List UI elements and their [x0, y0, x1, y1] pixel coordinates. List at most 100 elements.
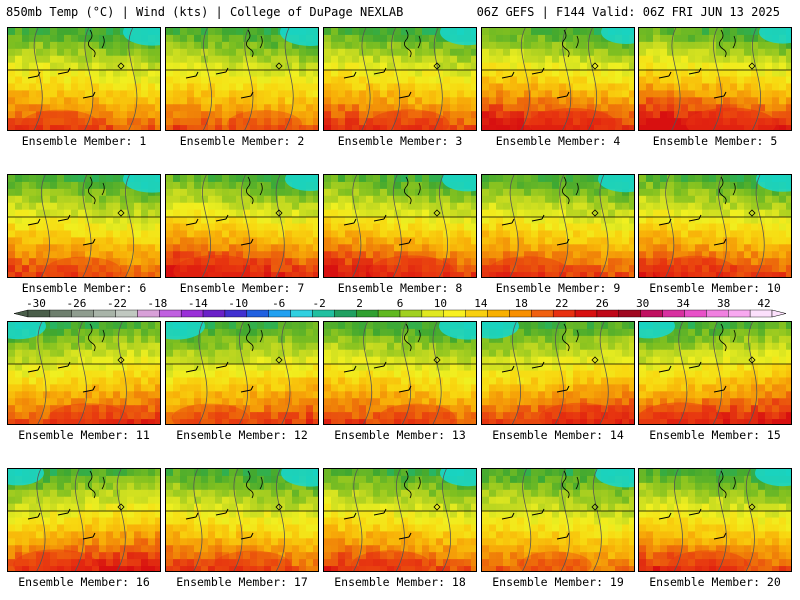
temperature-cell	[324, 83, 332, 91]
temperature-cell	[299, 398, 307, 406]
temperature-cell	[737, 97, 745, 105]
temperature-cell	[730, 251, 738, 259]
temperature-cell	[229, 55, 237, 64]
temperature-cell	[85, 272, 93, 277]
temperature-cell	[566, 223, 574, 232]
temperature-cell	[387, 216, 395, 225]
temperature-cell	[8, 272, 16, 277]
temperature-cell	[730, 356, 738, 365]
temperature-cell	[422, 104, 430, 112]
temperature-cell	[148, 118, 156, 126]
temperature-cell	[134, 111, 142, 119]
temperature-cell	[50, 97, 58, 105]
temperature-cell	[471, 202, 476, 211]
temperature-cell	[187, 76, 195, 85]
temperature-cell	[503, 363, 511, 372]
temperature-cell	[496, 90, 504, 98]
temperature-cell	[639, 175, 647, 183]
temperature-cell	[127, 322, 135, 330]
temperature-cell	[482, 188, 490, 197]
temperature-cell	[71, 175, 79, 183]
temperature-cell	[141, 322, 149, 330]
temperature-cell	[285, 83, 293, 91]
temperature-cell	[695, 322, 703, 330]
temperature-cell	[471, 244, 476, 252]
temperature-cell	[127, 97, 135, 105]
temperature-cell	[324, 412, 332, 420]
temperature-cell	[629, 48, 634, 57]
temperature-cell	[215, 342, 223, 351]
temperature-cell	[257, 83, 265, 91]
temperature-cell	[15, 258, 23, 266]
temperature-cell	[155, 244, 160, 252]
contour-line	[117, 322, 127, 424]
temperature-cell	[306, 370, 314, 379]
temperature-cell	[43, 69, 51, 78]
temperature-cell	[482, 419, 490, 424]
temperature-cell	[194, 223, 202, 232]
temperature-cell	[22, 83, 30, 91]
temperature-cell	[180, 175, 188, 183]
temperature-cell	[236, 104, 244, 112]
temperature-cell	[15, 188, 23, 197]
temperature-cell	[306, 69, 314, 78]
temperature-cell	[450, 419, 458, 424]
temperature-cell	[345, 216, 353, 225]
temperature-cell	[331, 76, 339, 85]
temperature-cell	[22, 335, 30, 344]
temperature-cell	[622, 104, 630, 112]
temperature-cell	[415, 216, 423, 225]
temperature-cell	[180, 335, 188, 344]
temperature-cell	[331, 363, 339, 372]
temperature-cell	[271, 28, 279, 36]
temperature-cell	[306, 188, 314, 197]
temperature-cell	[538, 244, 546, 252]
temperature-cell	[278, 175, 286, 183]
temperature-cell	[674, 272, 682, 277]
wind-barb	[57, 361, 71, 369]
temperature-cell	[415, 419, 423, 424]
temperature-cell	[264, 195, 272, 204]
temperature-cell	[99, 230, 107, 238]
temperature-cell	[408, 335, 416, 344]
temperature-cell	[573, 335, 581, 344]
temperature-cell	[387, 55, 395, 64]
temperature-cell	[552, 265, 560, 273]
temperature-cell	[187, 419, 195, 424]
temperature-cell	[489, 69, 497, 78]
temperature-cell	[222, 328, 230, 337]
temperature-cell	[387, 97, 395, 105]
temperature-cell	[43, 223, 51, 232]
temperature-cell	[744, 223, 752, 232]
temperature-cell	[331, 258, 339, 266]
temperature-cell	[148, 62, 156, 71]
temperature-cell	[517, 69, 525, 78]
temperature-cell	[601, 328, 609, 337]
temperature-cell	[236, 175, 244, 183]
temperature-cell	[299, 209, 307, 218]
temperature-cell	[681, 48, 689, 57]
temperature-cell	[99, 125, 107, 130]
temperature-cell	[64, 188, 72, 197]
temperature-cell	[229, 97, 237, 105]
temperature-cell	[709, 181, 717, 190]
temperature-cell	[57, 48, 65, 57]
temperature-cell	[264, 349, 272, 358]
temperature-cell	[180, 370, 188, 379]
temperature-cell	[751, 83, 759, 91]
temperature-cell	[674, 69, 682, 78]
temperature-cell	[359, 223, 367, 232]
temperature-cell	[538, 370, 546, 379]
temperature-cell	[429, 349, 437, 358]
temperature-cell	[629, 69, 634, 78]
temperature-cell	[380, 62, 388, 71]
temperature-cell	[552, 356, 560, 365]
temperature-cell	[422, 384, 430, 392]
temperature-cell	[106, 83, 114, 91]
temperature-cell	[730, 90, 738, 98]
temperature-cell	[622, 363, 630, 372]
temperature-cell	[50, 356, 58, 365]
temperature-cell	[345, 209, 353, 218]
temperature-cell	[352, 41, 360, 50]
temperature-cell	[306, 342, 314, 351]
